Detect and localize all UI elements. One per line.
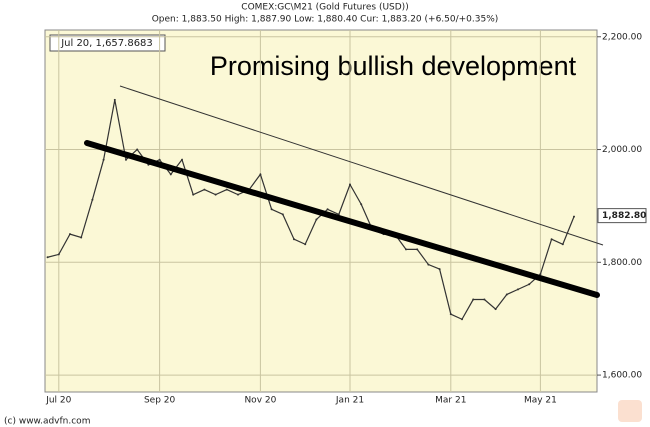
- price-point: [438, 268, 441, 271]
- chart-title: COMEX:GC\M21 (Gold Futures (USD)): [241, 3, 408, 13]
- price-point: [405, 248, 407, 251]
- price-point: [158, 158, 161, 161]
- price-point: [449, 313, 452, 316]
- price-point: [483, 298, 486, 301]
- chart-subtitle: Open: 1,883.50 High: 1,887.90 Low: 1,880…: [152, 15, 499, 25]
- x-tick-label: Nov 20: [244, 396, 276, 406]
- price-point: [214, 193, 217, 196]
- watermark-icon: [618, 400, 642, 422]
- price-point: [136, 148, 139, 151]
- trend-line-lower: [84, 140, 600, 298]
- x-tick-label: Jul 20: [45, 396, 71, 406]
- price-point: [416, 248, 419, 251]
- annotation: Promising bullish development: [210, 51, 577, 81]
- y-tick-label: 2,200.00: [602, 32, 642, 42]
- last-price-label: 1,882.80: [602, 211, 646, 221]
- y-tick-label: 1,600.00: [602, 371, 642, 381]
- price-point: [573, 215, 575, 218]
- price-point: [69, 233, 71, 236]
- price-point: [46, 256, 49, 259]
- price-point: [113, 98, 116, 101]
- price-point: [360, 203, 363, 206]
- price-point: [293, 238, 295, 241]
- y-tick-label: 1,800.00: [602, 258, 642, 268]
- price-point: [528, 283, 531, 286]
- price-point: [561, 243, 564, 246]
- price-point: [192, 193, 195, 196]
- x-tick-label: May 21: [524, 396, 557, 406]
- price-point: [304, 243, 307, 246]
- price-point: [102, 158, 105, 161]
- price-point: [427, 263, 430, 266]
- price-point: [203, 188, 206, 191]
- readout: Jul 20, 1,657.8683: [60, 38, 153, 49]
- x-tick-label: Jan 21: [335, 396, 364, 406]
- price-point: [57, 253, 60, 256]
- price-point: [225, 188, 228, 191]
- price-point: [125, 158, 127, 161]
- price-point: [539, 273, 542, 276]
- price-point: [461, 318, 463, 321]
- marks: [45, 30, 597, 392]
- price-point: [181, 158, 183, 161]
- price-point: [494, 308, 497, 311]
- price-point: [517, 288, 519, 291]
- price-point: [237, 193, 239, 196]
- trend-line-upper: [119, 85, 604, 246]
- price-point: [315, 218, 318, 221]
- price-point: [349, 183, 351, 186]
- price-point: [326, 208, 329, 211]
- y-tick-label: 2,000.00: [602, 145, 642, 155]
- price-point: [259, 173, 262, 176]
- price-point: [505, 293, 508, 296]
- price-point: [550, 238, 553, 241]
- last-price-marker: [597, 208, 647, 224]
- price-point: [472, 298, 475, 301]
- price-point: [91, 198, 94, 201]
- footer: (c) www.advfn.com: [4, 417, 90, 427]
- readout-box: [49, 34, 166, 52]
- price-point: [80, 236, 83, 239]
- price-point: [169, 173, 172, 176]
- price-point: [281, 213, 284, 216]
- x-tick-label: Mar 21: [435, 396, 466, 406]
- price-point: [270, 208, 273, 211]
- x-tick-label: Sep 20: [144, 396, 176, 406]
- price-line: [47, 99, 575, 321]
